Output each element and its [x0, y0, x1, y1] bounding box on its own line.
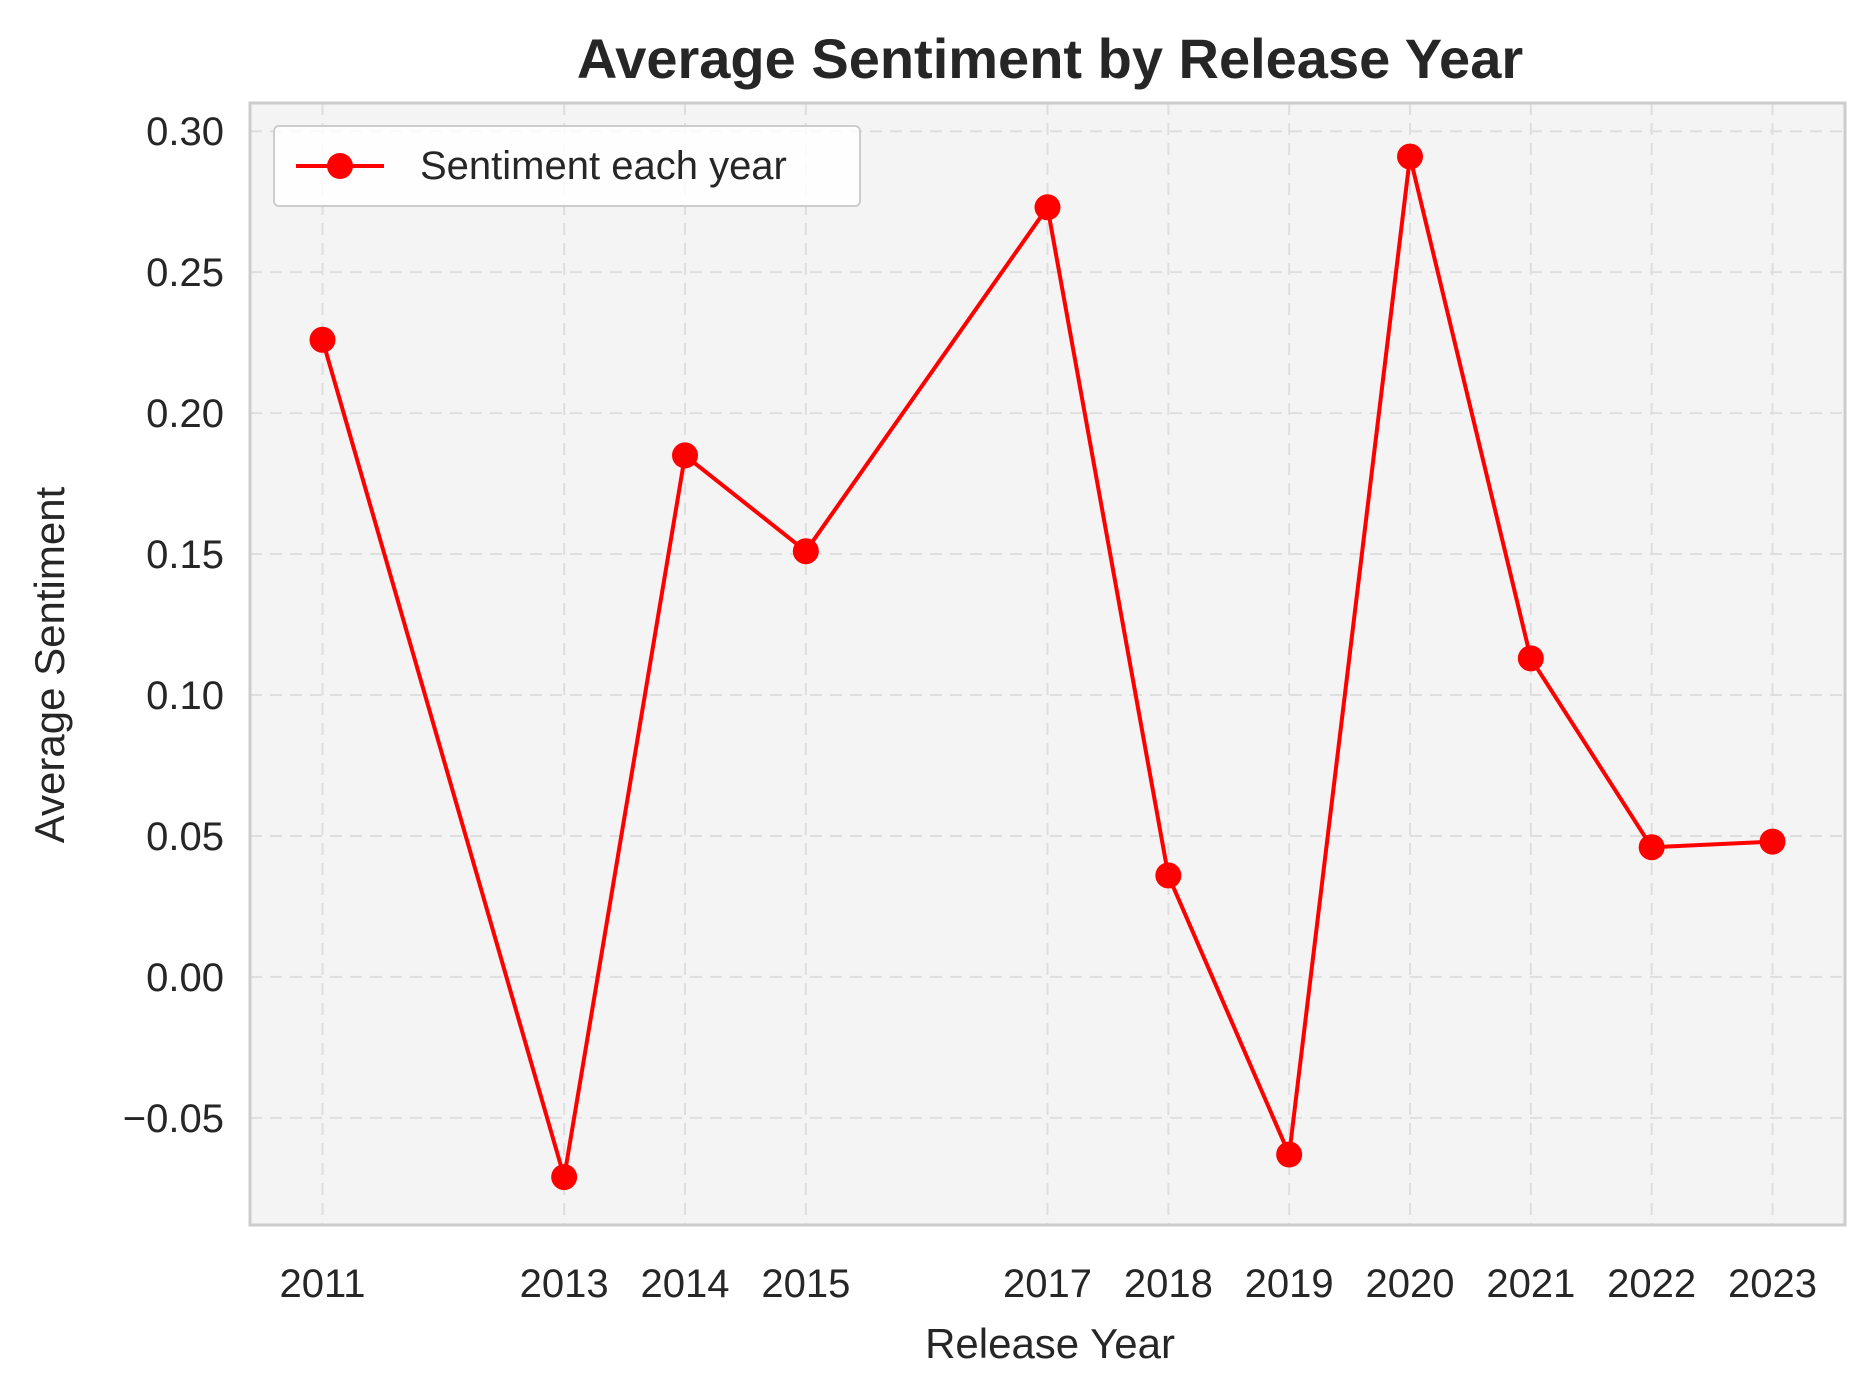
- x-tick-label: 2021: [1486, 1262, 1575, 1306]
- y-tick-label: −0.05: [123, 1097, 224, 1141]
- y-tick-label: 0.30: [146, 110, 224, 154]
- plot-frame: [248, 101, 1847, 1227]
- x-tick-label: 2019: [1245, 1262, 1334, 1306]
- data-point: [551, 1164, 578, 1191]
- x-tick-label: 2023: [1728, 1262, 1817, 1306]
- data-point: [1034, 194, 1061, 221]
- y-tick-label: 0.00: [146, 956, 224, 1000]
- data-point: [1759, 828, 1786, 855]
- data-point: [792, 538, 819, 565]
- x-tick-label: 2020: [1366, 1262, 1455, 1306]
- legend-point-marker: [327, 153, 353, 179]
- tick-labels: 2011 2013 2014 2015 2017 2018 2019 2020 2021 2022…: [123, 110, 1817, 1306]
- x-tick-label: 2015: [761, 1262, 850, 1306]
- legend: Sentiment each year: [273, 125, 861, 207]
- x-axis-label: Release Year: [925, 1320, 1175, 1367]
- data-point: [1517, 645, 1544, 672]
- y-tick-label: 0.05: [146, 815, 224, 859]
- x-tick-label: 2013: [520, 1262, 609, 1306]
- y-axis-label: Average Sentiment: [26, 486, 73, 843]
- grid-lines: [250, 103, 1845, 1225]
- legend-entry-label: Sentiment each year: [420, 144, 787, 188]
- data-point: [1638, 834, 1665, 861]
- x-tick-label: 2011: [279, 1262, 365, 1306]
- x-tick-label: 2014: [641, 1262, 730, 1306]
- x-tick-label: 2022: [1607, 1262, 1696, 1306]
- data-point: [309, 326, 336, 353]
- legend-box: [273, 125, 861, 207]
- y-tick-label: 0.25: [146, 251, 224, 295]
- y-tick-label: 0.20: [146, 392, 224, 436]
- data-point: [1276, 1141, 1303, 1168]
- y-tick-label: 0.10: [146, 674, 224, 718]
- series-layer: [309, 143, 1786, 1191]
- data-point: [1397, 143, 1423, 170]
- y-tick-label: 0.15: [146, 533, 224, 577]
- chart-title: Average Sentiment by Release Year: [577, 27, 1523, 90]
- x-tick-label: 2017: [1003, 1262, 1092, 1306]
- data-point: [672, 442, 698, 469]
- x-tick-label: 2018: [1124, 1262, 1213, 1306]
- data-point: [1155, 862, 1182, 889]
